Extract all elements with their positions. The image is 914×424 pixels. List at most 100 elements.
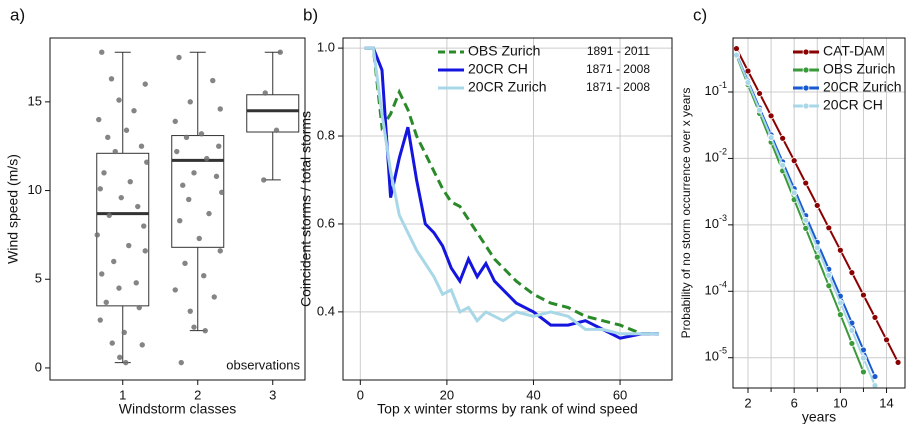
observation-point [262,90,268,96]
series-marker [779,161,787,169]
plot-frame [49,37,306,381]
x-axis-label: Top x winter storms by rank of wind spee… [377,401,638,417]
observation-point [217,248,223,254]
observation-point [172,287,178,293]
observation-point [198,131,205,137]
series-marker [790,157,798,165]
observation-point [186,196,192,203]
y-tick-label: 10-5 [705,346,727,364]
y-tick-exponent: -2 [719,147,727,157]
observation-point [99,271,105,277]
series-marker [813,244,821,252]
panel-label: c) [693,5,707,24]
observation-point [127,178,133,185]
series-marker [871,382,879,390]
observation-point [126,242,132,249]
observation-point [187,308,193,314]
observation-point [97,317,103,323]
observation-point [180,182,186,188]
series-marker [756,106,763,114]
legend-label: 20CR CH [468,61,528,77]
observation-point [108,76,115,82]
legend-label: OBS Zurich [468,43,540,59]
y-tick-base: 10 [705,83,719,98]
observation-point [141,223,147,229]
observation-point [191,170,197,176]
observation-point [109,340,115,346]
legend-period: 1891 - 2011 [587,44,650,58]
y-tick-base: 10 [705,150,719,165]
legend-period: 1871 - 2008 [586,62,650,76]
legend-label: OBS Zurich [823,61,895,77]
observation-point [177,218,183,224]
y-tick-label: 10-3 [705,213,727,231]
legend-period: 1871 - 2008 [586,80,650,94]
series-marker [894,359,902,366]
observation-point [135,203,141,210]
y-tick-label: 15 [28,93,42,108]
legend-marker [802,102,810,110]
x-tick-label: 2 [744,395,751,410]
series-marker [744,79,752,86]
y-tick-exponent: -5 [719,346,727,356]
observation-point [182,260,188,266]
series-marker [836,299,844,307]
observation-point [138,143,145,149]
x-tick-label: 0 [357,387,364,402]
observation-point [101,170,107,176]
observation-point [277,49,283,55]
series-marker [836,246,844,254]
series-line [364,46,659,336]
x-tick-label: 1 [119,387,126,402]
x-tick-label: 10 [833,395,847,410]
observation-point [142,81,148,87]
observation-point [117,354,123,360]
series-marker [802,179,810,187]
series-marker [848,340,856,347]
y-tick-label: 0.6 [317,215,335,230]
x-tick-label: 60 [613,387,627,402]
series-marker [767,112,775,120]
observation-point [121,329,127,336]
observation-point [123,127,130,133]
series-marker [848,326,856,334]
y-tick-label: 1.0 [317,40,335,55]
observation-point [144,159,150,165]
observation-point [103,299,109,306]
series-marker [825,282,833,290]
series-marker [733,45,740,53]
legend-label: CAT-DAM [823,43,885,59]
legend-marker [802,84,810,92]
box [96,152,150,307]
legend-marker [802,66,810,74]
plot-frame [342,37,673,381]
observation-point [183,134,190,141]
observation-point [111,258,117,265]
observation-point [118,194,124,201]
observation-point [187,99,193,105]
series-marker [860,291,867,299]
y-tick-label: 5 [35,271,42,286]
x-tick-label: 3 [269,387,276,402]
y-tick-label: 10-4 [705,280,727,298]
series-marker [813,202,821,209]
observation-point [273,127,280,133]
observation-point [202,327,208,334]
series-marker [756,90,763,97]
y-axis-label: Probability of no storm occurrence over … [679,88,693,339]
x-tick-label: 2 [194,387,201,402]
legend-label: observations [226,357,300,372]
series-line [364,46,659,336]
series-marker [767,134,775,141]
x-tick-label: 20 [440,387,454,402]
x-axis-label: years [802,409,836,424]
observation-point [112,148,118,155]
y-tick-label: 10-2 [705,147,727,165]
series-marker [860,368,867,376]
observation-point [94,232,100,238]
observation-point [213,173,220,180]
observation-point [219,189,225,196]
box [246,94,300,133]
series-marker [825,271,833,279]
observation-point [174,148,180,155]
